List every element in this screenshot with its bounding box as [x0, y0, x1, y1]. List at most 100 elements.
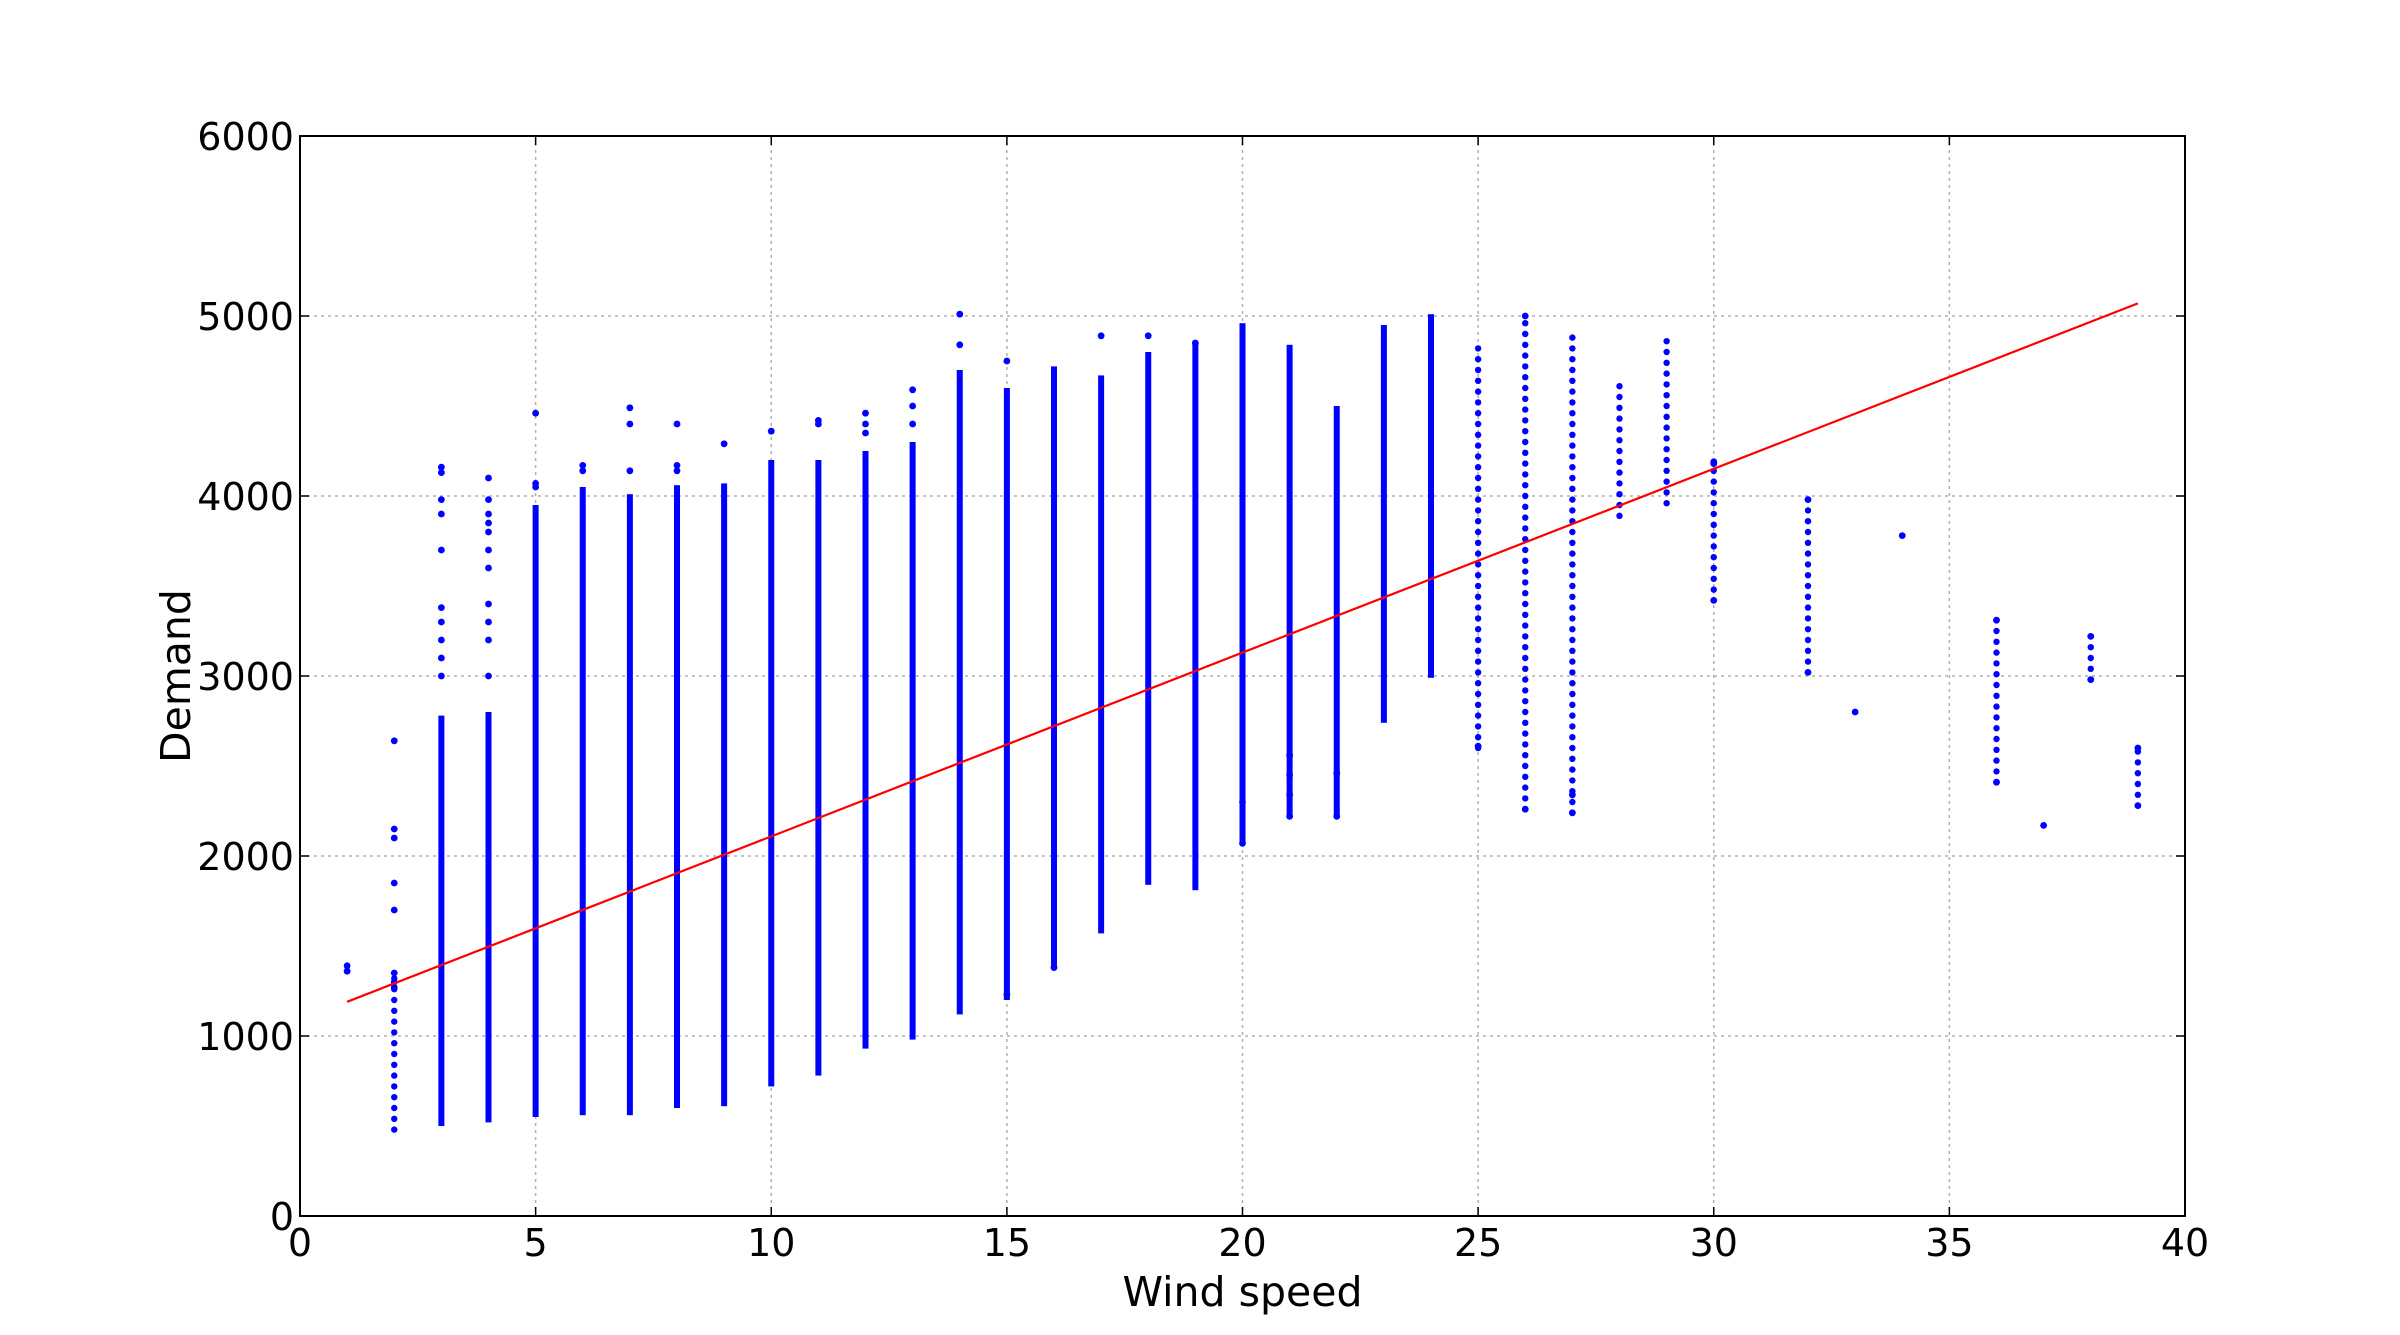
data-point — [1474, 636, 1482, 644]
data-point — [1522, 708, 1529, 716]
x-tick-label: 15 — [983, 1221, 1031, 1265]
data-point — [1898, 532, 1906, 539]
data-point — [1993, 757, 2000, 764]
data-point — [1804, 539, 1812, 546]
data-point-column — [1098, 375, 1105, 934]
data-point — [1286, 791, 1294, 799]
data-point — [437, 604, 445, 611]
data-point — [1474, 453, 1482, 460]
data-point — [1569, 582, 1576, 590]
data-point — [1522, 590, 1529, 597]
data-point — [437, 510, 445, 518]
data-point-column — [532, 505, 539, 1117]
data-point — [391, 1083, 398, 1090]
y-axis-label: Demand — [152, 589, 200, 763]
data-point — [1804, 626, 1812, 633]
data-point — [1568, 809, 1576, 817]
data-point — [390, 737, 398, 745]
data-point — [1522, 482, 1529, 489]
data-point — [1522, 428, 1529, 435]
data-point — [1569, 658, 1576, 665]
data-point — [1522, 579, 1529, 586]
y-tick-label: 1000 — [197, 1015, 294, 1059]
data-point — [1522, 795, 1529, 802]
data-point — [1569, 593, 1576, 600]
axis-ticks — [299, 135, 2186, 1217]
data-point — [1663, 500, 1670, 507]
data-point — [532, 483, 540, 491]
data-point — [1522, 492, 1529, 500]
data-point — [391, 1094, 398, 1101]
data-point — [2087, 654, 2094, 662]
data-point — [1569, 377, 1576, 384]
data-point — [1710, 564, 1717, 572]
data-point — [1474, 647, 1482, 654]
data-point — [1522, 460, 1529, 467]
data-point — [2087, 676, 2095, 683]
data-point — [1569, 474, 1576, 482]
data-point — [1569, 636, 1576, 644]
data-point — [1569, 734, 1576, 741]
data-point-column — [1380, 325, 1387, 723]
data-point — [1474, 712, 1482, 719]
data-point — [720, 440, 728, 448]
data-point — [391, 1061, 398, 1069]
data-point — [1522, 622, 1529, 629]
data-point — [1522, 330, 1529, 338]
data-point — [485, 600, 492, 608]
data-point — [1710, 500, 1717, 507]
data-point — [1522, 514, 1529, 521]
data-point — [391, 1050, 398, 1058]
data-point — [1569, 604, 1576, 611]
data-point-column — [815, 460, 822, 1076]
data-point — [1616, 480, 1623, 487]
data-point — [1993, 735, 2000, 743]
data-point — [1616, 415, 1623, 422]
data-point — [1097, 332, 1105, 340]
data-point — [1522, 320, 1529, 327]
data-point — [2134, 780, 2142, 788]
data-point — [390, 834, 398, 842]
data-point — [1804, 615, 1812, 622]
data-point — [390, 969, 398, 977]
x-axis-label: Wind speed — [1123, 1268, 1363, 1316]
data-point — [1993, 746, 2000, 753]
data-point — [391, 996, 398, 1004]
data-point — [1993, 616, 2000, 624]
data-point — [391, 1072, 398, 1079]
data-point — [1710, 510, 1717, 518]
data-point — [343, 962, 351, 970]
data-point-column — [862, 451, 869, 1049]
data-point — [1522, 644, 1529, 651]
data-point — [1804, 636, 1812, 644]
data-point — [1569, 334, 1576, 341]
data-point — [1333, 769, 1341, 777]
data-point — [2040, 822, 2048, 829]
data-point — [1569, 388, 1576, 395]
data-point — [485, 546, 492, 554]
data-point — [485, 519, 492, 527]
data-point — [2087, 644, 2094, 651]
data-point — [1474, 528, 1482, 536]
data-point — [956, 310, 964, 318]
data-point — [437, 496, 445, 503]
data-point — [1522, 741, 1529, 748]
data-point — [1522, 341, 1529, 348]
data-point — [1569, 626, 1576, 633]
tick-labels: 0 5 10 15 20 25 30 35 40 0 1000 2000 3000 4000 5000 600… — [197, 115, 2209, 1265]
fit-line — [346, 302, 2139, 1003]
x-tick-label: 5 — [524, 1221, 548, 1265]
data-point-column — [1333, 406, 1340, 817]
data-point — [2134, 802, 2142, 809]
data-point — [1474, 593, 1482, 600]
data-point — [1521, 805, 1529, 813]
data-point — [579, 467, 587, 475]
data-point — [1474, 723, 1482, 730]
data-point — [2087, 665, 2094, 672]
data-point — [1474, 399, 1482, 406]
data-point — [1522, 352, 1529, 359]
data-point — [1522, 665, 1529, 672]
data-point — [1569, 572, 1576, 579]
data-point — [1569, 561, 1576, 568]
